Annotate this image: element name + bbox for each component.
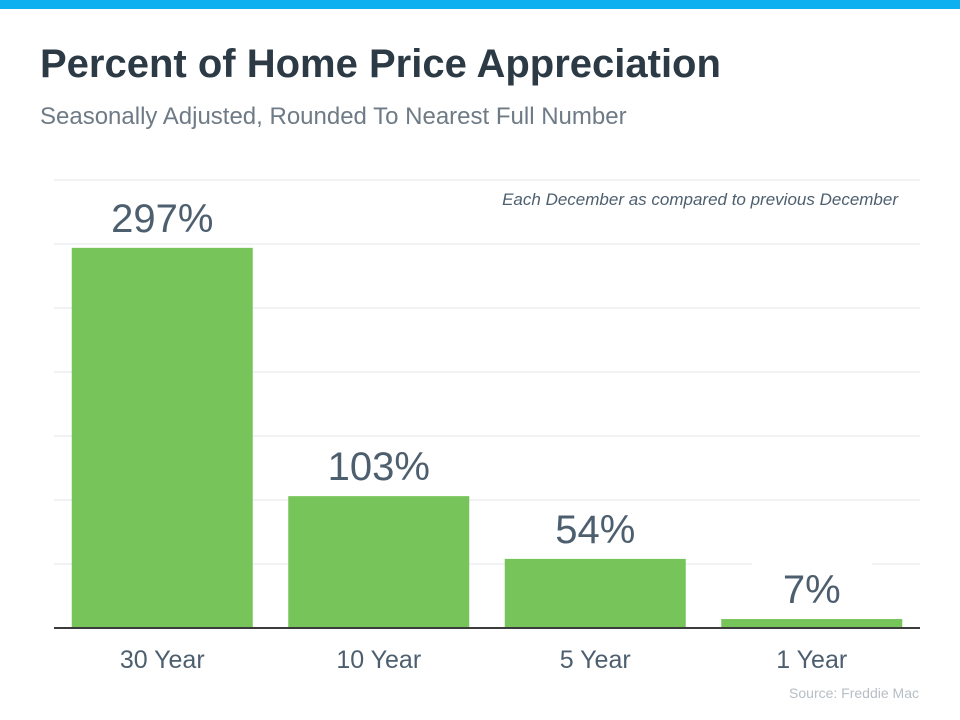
labels: 297% 30 Year 103% 10 Year 54% 5 Year 7% 1 Year [102,191,872,674]
top-accent-bar [0,0,960,9]
value-label-10-year: 103% [328,445,430,489]
bar-10-year [288,496,470,628]
category-label-30-year: 30 Year [120,646,205,674]
bar-5-year [504,558,686,628]
value-label-backing [535,502,656,551]
bar-1-year [721,619,903,628]
source-note: Source: Freddie Mac [789,685,919,701]
value-label-backing [318,440,439,489]
category-label-10-year: 10 Year [336,646,421,674]
chart-subtitle: Seasonally Adjusted, Rounded To Nearest … [40,103,627,130]
value-label-1-year: 7% [783,568,841,612]
chart-annotation: Each December as compared to previous De… [502,190,899,209]
value-label-backing [102,191,223,240]
value-label-5-year: 54% [555,508,635,552]
value-label-backing [751,563,872,612]
value-label-30-year: 297% [111,197,213,241]
bar-30-year [71,247,253,628]
bars [71,247,903,628]
category-label-1-year: 1 Year [776,646,847,674]
category-label-5-year: 5 Year [560,646,631,674]
chart-title: Percent of Home Price Appreciation [40,42,721,86]
